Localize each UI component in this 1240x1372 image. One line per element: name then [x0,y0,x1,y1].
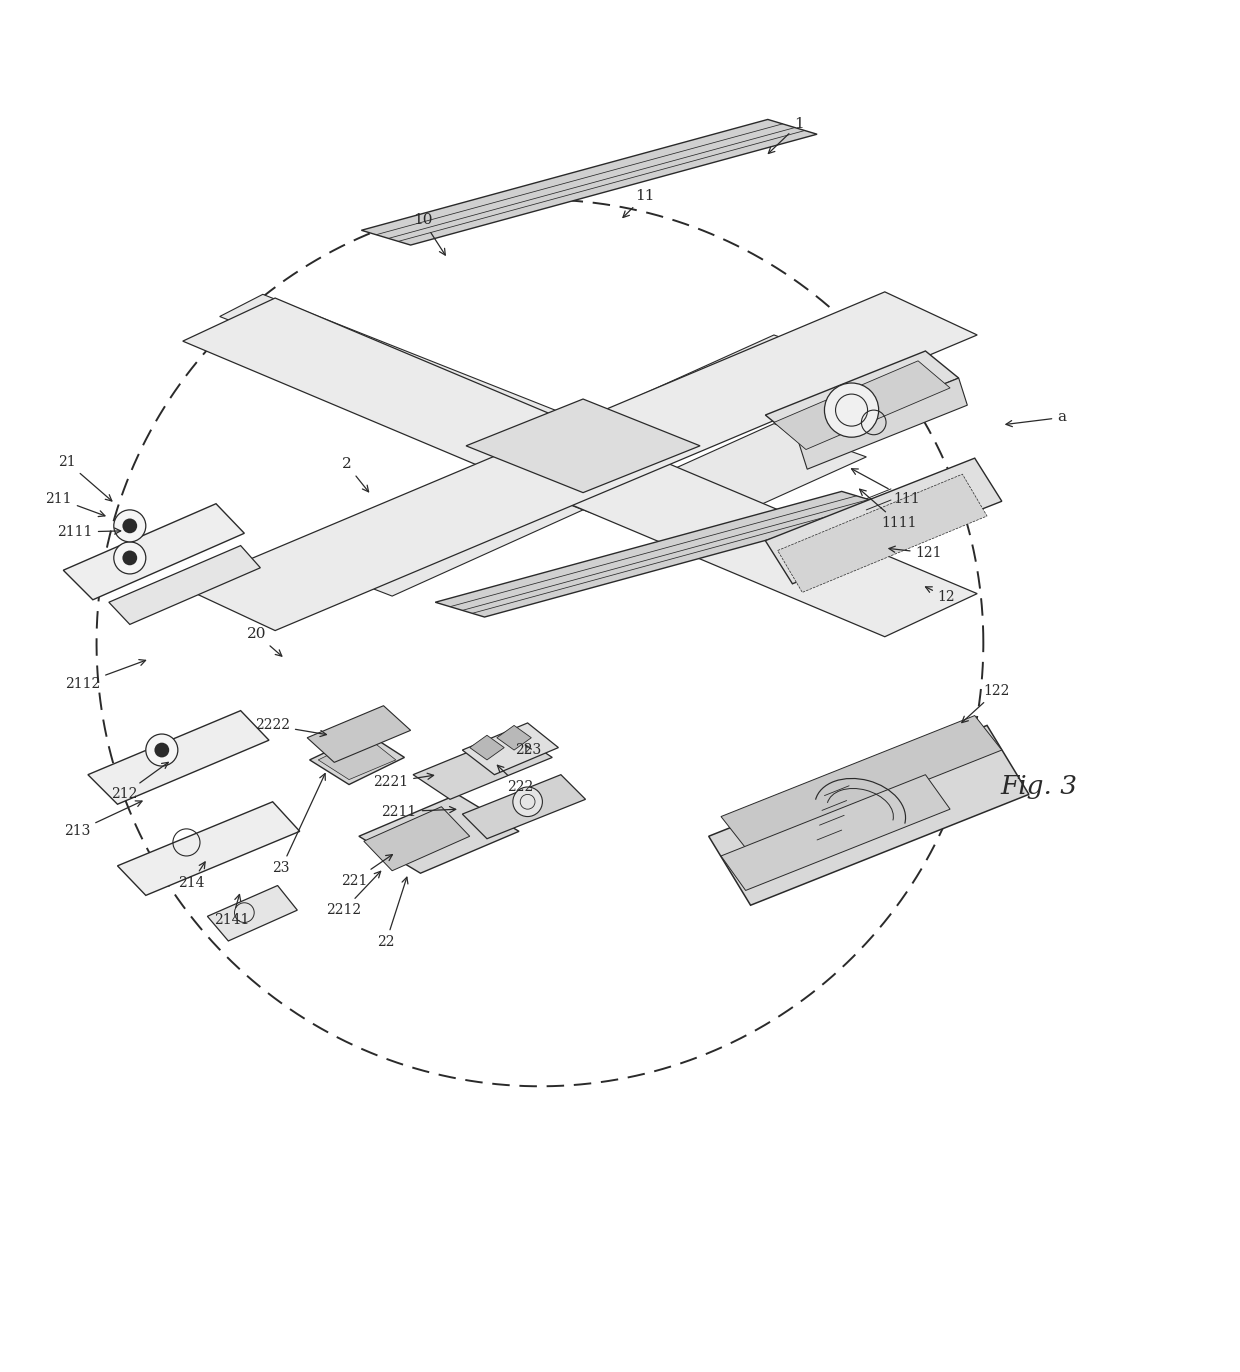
Polygon shape [720,716,1002,851]
Polygon shape [765,458,1002,583]
Polygon shape [109,546,260,624]
Text: a: a [1006,410,1066,427]
Polygon shape [466,399,701,493]
Polygon shape [207,885,298,941]
Text: 23: 23 [273,774,325,875]
Polygon shape [219,295,583,443]
Circle shape [123,519,138,534]
Polygon shape [799,379,967,469]
Polygon shape [319,737,396,779]
Polygon shape [88,711,269,804]
Text: 122: 122 [962,683,1009,723]
Text: 222: 222 [497,766,533,794]
Text: 10: 10 [413,214,445,255]
Polygon shape [310,733,404,785]
Text: 11: 11 [622,189,655,218]
Polygon shape [413,733,552,800]
Text: 2212: 2212 [326,871,381,916]
Circle shape [114,542,146,573]
Text: 21: 21 [58,456,112,501]
Polygon shape [765,351,959,442]
Text: 211: 211 [46,491,105,517]
Text: 213: 213 [64,801,143,838]
Text: 221: 221 [341,855,392,888]
Circle shape [155,742,169,757]
Circle shape [123,550,138,565]
Text: 121: 121 [889,546,942,560]
Polygon shape [470,735,505,760]
Text: 223: 223 [516,744,542,757]
Polygon shape [583,335,867,454]
Text: Fig. 3: Fig. 3 [1001,775,1078,800]
Circle shape [114,510,146,542]
Polygon shape [720,775,950,890]
Polygon shape [361,119,817,246]
Polygon shape [435,491,892,617]
Polygon shape [308,705,410,763]
Polygon shape [583,424,867,543]
Text: 2211: 2211 [382,804,456,819]
Polygon shape [182,292,977,631]
Text: 212: 212 [110,763,169,801]
Text: 20: 20 [247,627,281,656]
Text: 12: 12 [925,587,955,604]
Polygon shape [306,476,583,595]
Text: 2141: 2141 [215,895,249,927]
Polygon shape [363,807,470,871]
Polygon shape [774,361,950,450]
Polygon shape [118,801,300,896]
Text: 2: 2 [342,457,368,491]
Polygon shape [777,475,987,593]
Text: 214: 214 [179,862,205,890]
Circle shape [146,734,177,766]
Polygon shape [709,726,1029,906]
Text: 2112: 2112 [64,660,145,690]
Polygon shape [182,298,977,637]
Polygon shape [463,775,585,838]
Text: 2221: 2221 [373,774,434,789]
Text: 22: 22 [377,877,408,949]
Circle shape [825,383,879,438]
Polygon shape [358,794,520,873]
Polygon shape [463,723,558,775]
Text: 2222: 2222 [255,719,326,737]
Text: 2111: 2111 [57,525,120,539]
Text: 111: 111 [852,469,920,506]
Circle shape [513,788,542,816]
Text: 1: 1 [769,118,804,154]
Text: 1111: 1111 [859,490,916,531]
Polygon shape [63,504,244,600]
Polygon shape [497,726,531,750]
